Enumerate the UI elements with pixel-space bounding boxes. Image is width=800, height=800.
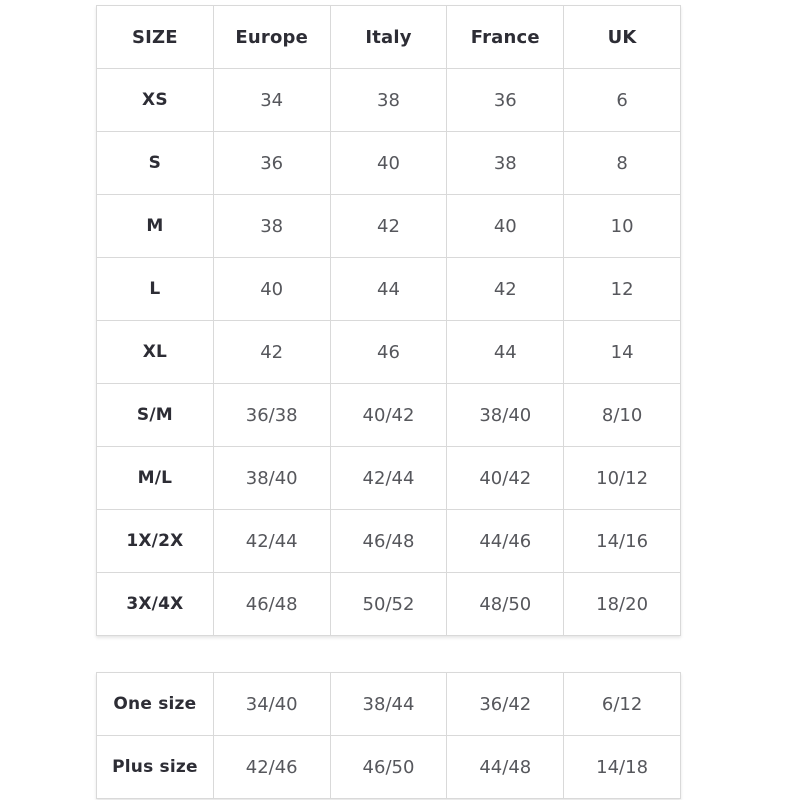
size-conversion-table: SIZE Europe Italy France UK XS 34 38 36 … <box>96 5 681 636</box>
size-cell: 10/12 <box>563 446 681 510</box>
header-row: SIZE Europe Italy France UK <box>96 5 681 69</box>
row-label: XS <box>96 68 214 132</box>
size-cell: 46/48 <box>212 572 331 636</box>
size-cell: 42 <box>329 194 448 258</box>
row-label: L <box>96 257 214 321</box>
row-ml: M/L 38/40 42/44 40/42 10/12 <box>96 446 681 510</box>
size-cell: 44 <box>329 257 448 321</box>
size-cell: 14/18 <box>563 735 681 799</box>
row-label: S <box>96 131 214 195</box>
row-label: M <box>96 194 214 258</box>
row-label: M/L <box>96 446 214 510</box>
size-cell: 40/42 <box>329 383 448 447</box>
size-cell: 8 <box>563 131 681 195</box>
size-cell: 40 <box>212 257 331 321</box>
size-cell: 42/44 <box>212 509 331 573</box>
row-3x4x: 3X/4X 46/48 50/52 48/50 18/20 <box>96 572 681 636</box>
column-header-uk: UK <box>563 5 681 69</box>
row-label: 3X/4X <box>96 572 214 636</box>
size-cell: 40 <box>329 131 448 195</box>
size-cell: 38/40 <box>446 383 565 447</box>
row-label: S/M <box>96 383 214 447</box>
size-cell: 42/46 <box>212 735 331 799</box>
row-label: XL <box>96 320 214 384</box>
row-m: M 38 42 40 10 <box>96 194 681 258</box>
size-cell: 44/46 <box>446 509 565 573</box>
size-cell: 34/40 <box>212 672 331 736</box>
size-cell: 36 <box>212 131 331 195</box>
row-plus-size: Plus size 42/46 46/50 44/48 14/18 <box>96 735 681 799</box>
column-header-italy: Italy <box>329 5 448 69</box>
size-cell: 8/10 <box>563 383 681 447</box>
size-cell: 38/44 <box>329 672 448 736</box>
size-cell: 36 <box>446 68 565 132</box>
size-cell: 46 <box>329 320 448 384</box>
size-cell: 42 <box>446 257 565 321</box>
size-cell: 46/50 <box>329 735 448 799</box>
row-s: S 36 40 38 8 <box>96 131 681 195</box>
size-cell: 14 <box>563 320 681 384</box>
column-header-france: France <box>446 5 565 69</box>
column-header-size: SIZE <box>96 5 214 69</box>
size-cell: 38 <box>446 131 565 195</box>
size-cell: 40/42 <box>446 446 565 510</box>
size-cell: 38 <box>329 68 448 132</box>
size-cell: 36/42 <box>446 672 565 736</box>
row-label: One size <box>96 672 214 736</box>
size-cell: 46/48 <box>329 509 448 573</box>
row-label: 1X/2X <box>96 509 214 573</box>
size-cell: 38 <box>212 194 331 258</box>
size-cell: 42 <box>212 320 331 384</box>
row-sm: S/M 36/38 40/42 38/40 8/10 <box>96 383 681 447</box>
size-cell: 34 <box>212 68 331 132</box>
size-cell: 50/52 <box>329 572 448 636</box>
row-xl: XL 42 46 44 14 <box>96 320 681 384</box>
size-cell: 44/48 <box>446 735 565 799</box>
size-cell: 40 <box>446 194 565 258</box>
row-1x2x: 1X/2X 42/44 46/48 44/46 14/16 <box>96 509 681 573</box>
size-cell: 14/16 <box>563 509 681 573</box>
size-cell: 18/20 <box>563 572 681 636</box>
size-cell: 44 <box>446 320 565 384</box>
row-label: Plus size <box>96 735 214 799</box>
row-l: L 40 44 42 12 <box>96 257 681 321</box>
size-cell: 12 <box>563 257 681 321</box>
size-cell: 42/44 <box>329 446 448 510</box>
row-one-size: One size 34/40 38/44 36/42 6/12 <box>96 672 681 736</box>
size-cell: 6/12 <box>563 672 681 736</box>
size-cell: 48/50 <box>446 572 565 636</box>
size-cell: 6 <box>563 68 681 132</box>
size-cell: 10 <box>563 194 681 258</box>
column-header-europe: Europe <box>212 5 331 69</box>
size-cell: 36/38 <box>212 383 331 447</box>
size-cell: 38/40 <box>212 446 331 510</box>
row-xs: XS 34 38 36 6 <box>96 68 681 132</box>
special-sizes-table: One size 34/40 38/44 36/42 6/12 Plus siz… <box>96 672 681 799</box>
